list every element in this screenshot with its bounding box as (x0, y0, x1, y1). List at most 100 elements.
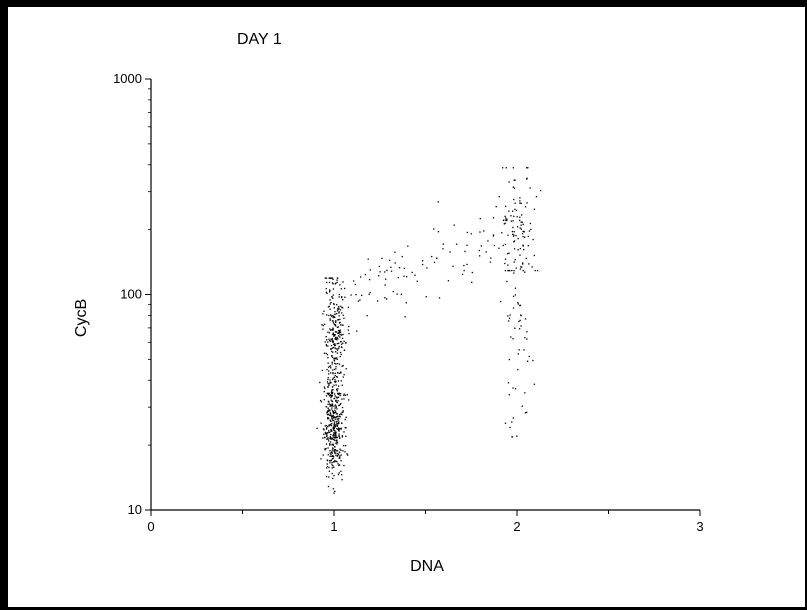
data-point (504, 422, 507, 424)
data-point (325, 475, 328, 478)
data-point (326, 432, 329, 434)
data-point (333, 427, 335, 430)
data-point (339, 403, 342, 406)
data-point (336, 420, 338, 423)
data-point (345, 342, 347, 344)
data-point (403, 275, 405, 277)
data-point (324, 277, 326, 279)
data-point (339, 331, 342, 333)
data-point (400, 293, 403, 295)
data-point (334, 452, 336, 454)
data-point (336, 310, 339, 312)
data-point (519, 254, 521, 256)
data-point (329, 450, 331, 452)
data-point (336, 352, 339, 354)
data-point (335, 368, 337, 370)
data-point (333, 335, 336, 337)
data-point (338, 433, 340, 435)
data-point (334, 311, 336, 313)
data-point (522, 223, 524, 226)
data-point (492, 217, 495, 219)
data-point (338, 428, 340, 430)
data-point (531, 266, 533, 268)
data-point (333, 429, 335, 431)
data-point (526, 331, 528, 333)
data-point (529, 222, 532, 225)
data-point (332, 415, 335, 417)
data-point (328, 430, 330, 432)
data-point (328, 425, 330, 427)
data-point (339, 321, 341, 324)
data-point (327, 393, 329, 396)
data-point (328, 414, 331, 416)
data-point (326, 427, 328, 429)
data-point (325, 291, 328, 293)
data-point (341, 406, 344, 409)
data-point (510, 215, 512, 217)
data-point (332, 339, 334, 342)
data-point (334, 334, 336, 336)
data-point (341, 312, 343, 314)
data-point (334, 362, 336, 365)
data-point (360, 276, 362, 278)
data-point (332, 411, 334, 413)
data-point (507, 264, 509, 266)
data-point (336, 408, 338, 410)
data-point (479, 231, 481, 233)
data-point (519, 202, 521, 204)
data-point (508, 317, 511, 319)
data-point (331, 410, 334, 412)
axes: 0 1 2 3 10 100 1000 (113, 71, 704, 534)
data-point (341, 324, 343, 326)
data-point (337, 393, 340, 396)
data-point (331, 395, 333, 397)
data-point (332, 283, 334, 285)
data-point (333, 303, 335, 306)
data-point (508, 210, 510, 212)
data-point (337, 380, 340, 382)
data-point (521, 221, 523, 224)
data-point (524, 412, 527, 414)
data-point (522, 245, 524, 247)
data-point (336, 415, 339, 418)
data-point (478, 255, 481, 257)
data-point (335, 380, 337, 382)
data-point (333, 466, 335, 468)
data-point (335, 460, 337, 462)
data-point (325, 288, 327, 290)
data-point (332, 369, 334, 371)
data-point (516, 435, 518, 437)
data-point (336, 336, 338, 339)
data-point (331, 452, 333, 454)
data-point (528, 355, 530, 358)
data-point (381, 257, 383, 260)
data-point (505, 219, 507, 222)
data-point (335, 411, 337, 414)
data-point (343, 317, 345, 319)
data-point (332, 443, 334, 446)
x-axis-title: DNA (410, 558, 444, 575)
data-point (338, 330, 341, 332)
data-point (330, 433, 332, 436)
data-point (334, 324, 336, 326)
data-point (334, 416, 336, 418)
data-point (513, 231, 515, 233)
data-point (345, 416, 347, 419)
data-point (337, 338, 339, 340)
data-point (532, 359, 534, 362)
data-point (323, 398, 325, 401)
data-point (338, 430, 340, 432)
data-point (498, 247, 500, 249)
data-point (522, 269, 524, 272)
data-point (530, 228, 532, 231)
data-point (331, 404, 333, 407)
data-point (335, 452, 337, 454)
data-point (517, 353, 519, 355)
data-point (326, 368, 328, 371)
data-point (330, 372, 332, 374)
data-point (320, 422, 322, 424)
data-point (327, 407, 329, 409)
data-point (342, 364, 344, 367)
data-point (339, 413, 341, 416)
data-point (325, 395, 328, 397)
